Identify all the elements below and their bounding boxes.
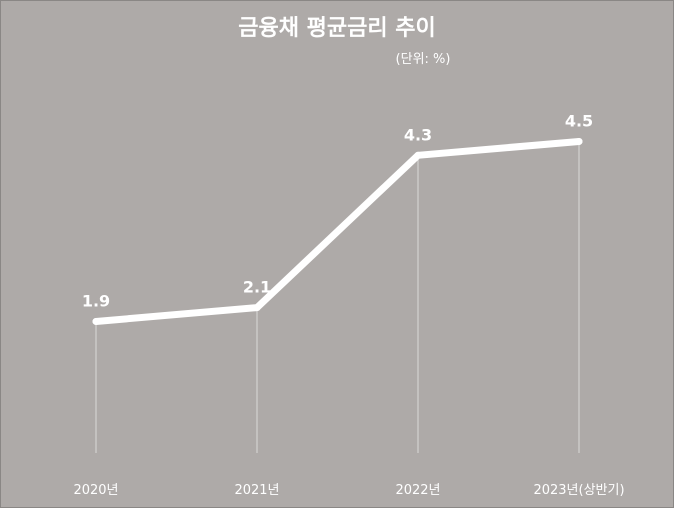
x-tick-label-2021년: 2021년 bbox=[234, 483, 279, 498]
data-label-2023년(상반기): 4.5 bbox=[565, 111, 593, 130]
data-label-2020년: 1.9 bbox=[82, 291, 110, 310]
data-point-2021년 bbox=[253, 304, 261, 312]
x-axis-tick-labels: 2020년 2021년 2022년 2023년(상반기) bbox=[73, 483, 624, 498]
data-point-2020년 bbox=[92, 317, 100, 325]
chart-title: 금융채 평균금리 추이 bbox=[238, 16, 435, 41]
data-point-2023년(상반기) bbox=[575, 137, 583, 145]
data-label-2021년: 2.1 bbox=[243, 278, 271, 297]
unit-label: (단위: %) bbox=[396, 52, 451, 67]
drop-lines bbox=[95, 141, 580, 453]
series-line bbox=[92, 137, 583, 325]
data-labels: 1.9 2.1 4.3 4.5 bbox=[82, 111, 593, 310]
data-label-2022년: 4.3 bbox=[404, 125, 432, 144]
data-point-2022년 bbox=[414, 151, 422, 159]
x-tick-label-2023년(상반기): 2023년(상반기) bbox=[533, 483, 624, 498]
x-tick-label-2020년: 2020년 bbox=[73, 483, 118, 498]
x-tick-label-2022년: 2022년 bbox=[395, 483, 440, 498]
